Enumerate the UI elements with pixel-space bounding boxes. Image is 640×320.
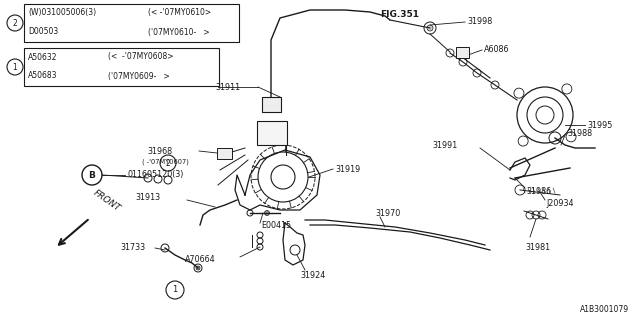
Circle shape [427,25,433,31]
Text: A70664: A70664 [185,254,216,263]
Text: 31998: 31998 [467,18,492,27]
Text: 2: 2 [13,19,17,28]
FancyBboxPatch shape [456,46,468,58]
Text: 1: 1 [13,62,17,71]
Text: 31913: 31913 [135,194,160,203]
FancyBboxPatch shape [24,4,239,42]
Text: A6086: A6086 [484,45,509,54]
Text: (W)031005006(3): (W)031005006(3) [28,9,96,18]
Text: 31733: 31733 [120,244,145,252]
Text: ('07MY0609-   >: ('07MY0609- > [108,71,170,81]
Text: 1: 1 [172,285,178,294]
Text: 31988: 31988 [567,129,592,138]
Text: D00503: D00503 [28,28,58,36]
Text: 31970: 31970 [375,209,400,218]
Text: A50683: A50683 [28,71,58,81]
Text: E00415: E00415 [261,220,291,229]
FancyBboxPatch shape [262,97,280,111]
Text: ('07MY0610-   >: ('07MY0610- > [148,28,210,36]
Text: 31924: 31924 [300,270,325,279]
Text: 31991: 31991 [432,141,457,150]
Text: A50632: A50632 [28,52,58,61]
Text: 31986: 31986 [526,188,551,196]
Text: 31911: 31911 [215,83,240,92]
Text: A1B3001079: A1B3001079 [580,305,629,314]
Text: (<  -'07MY0608>: (< -'07MY0608> [108,52,173,61]
Text: 31919: 31919 [335,164,360,173]
FancyBboxPatch shape [24,48,219,86]
Text: 011605120(3): 011605120(3) [127,171,184,180]
Text: ( -'07MY0607): ( -'07MY0607) [142,159,189,165]
FancyBboxPatch shape [257,121,287,145]
Text: 31995: 31995 [587,121,612,130]
Text: J20934: J20934 [546,198,573,207]
Circle shape [264,211,269,215]
Text: FRONT: FRONT [92,188,122,213]
Text: 31981: 31981 [525,244,550,252]
Text: 2: 2 [166,158,170,167]
Text: (< -'07MY0610>: (< -'07MY0610> [148,9,211,18]
FancyBboxPatch shape [216,148,232,158]
Text: B: B [88,171,95,180]
Text: FIG.351: FIG.351 [380,10,419,19]
Text: 31968: 31968 [147,147,172,156]
Circle shape [196,266,200,270]
